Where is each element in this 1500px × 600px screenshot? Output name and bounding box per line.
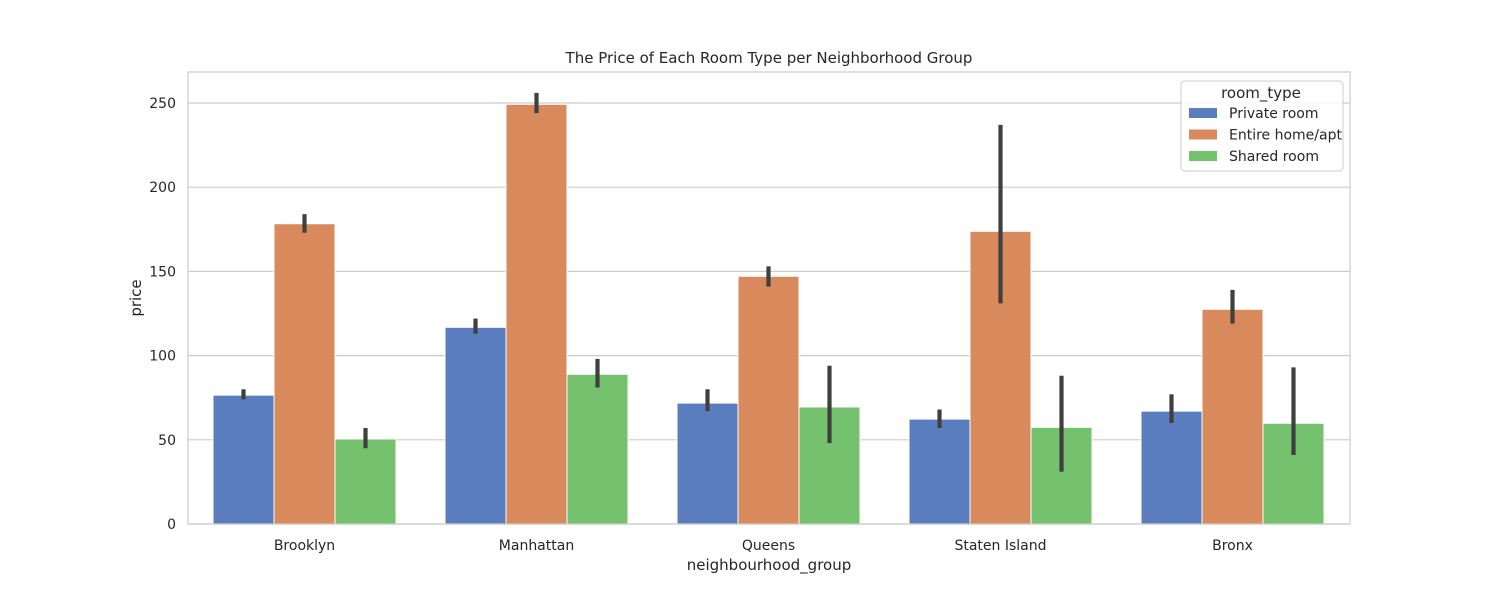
y-tick-label: 250 — [149, 96, 176, 112]
bar-0-4 — [1140, 410, 1203, 525]
bar-1-0 — [273, 223, 336, 525]
y-tick-label: 200 — [149, 180, 176, 196]
y-tick-label: 150 — [149, 264, 176, 280]
x-tick-label: Staten Island — [954, 538, 1046, 554]
bar-0-1 — [444, 326, 507, 525]
x-tick-label: Queens — [742, 538, 795, 554]
y-axis-label: price — [127, 279, 145, 316]
bar-0-2 — [676, 402, 739, 525]
x-axis-label: neighbourhood_group — [687, 556, 852, 575]
legend-items: Private room Entire home/apt Shared room — [1189, 106, 1342, 165]
x-tick-labels: Brooklyn Manhattan Queens Staten Island Bron… — [274, 538, 1253, 554]
bars — [212, 103, 1325, 525]
bar-0-3 — [908, 418, 971, 525]
plot-frame — [187, 71, 1351, 525]
bar-1-2 — [737, 275, 800, 525]
legend-box — [1180, 80, 1344, 172]
legend: room_type Private room Entire home/apt Sha… — [1180, 80, 1344, 172]
y-tick-label: 0 — [167, 517, 176, 533]
legend-swatch-2 — [1189, 151, 1217, 161]
legend-title: room_type — [1221, 84, 1301, 103]
chart-title: The Price of Each Room Type per Neighbor… — [565, 49, 973, 67]
legend-swatch-1 — [1189, 129, 1217, 140]
bar-1-4 — [1201, 308, 1264, 525]
error-bars — [241, 92, 1296, 472]
bar-0-0 — [212, 394, 275, 525]
bar-2-0 — [334, 438, 397, 525]
legend-label-2: Shared room — [1229, 149, 1319, 165]
x-tick-label: Brooklyn — [274, 538, 335, 554]
legend-label-0: Private room — [1229, 106, 1318, 122]
legend-swatch-0 — [1189, 108, 1217, 118]
x-tick-label: Manhattan — [499, 538, 574, 554]
y-tick-labels: 0 50 100 150 200 250 — [149, 96, 176, 533]
bar-2-1 — [566, 373, 629, 525]
y-tick-label: 50 — [158, 433, 176, 449]
bar-1-1 — [505, 103, 568, 525]
legend-label-1: Entire home/apt — [1229, 128, 1342, 144]
y-tick-label: 100 — [149, 349, 176, 365]
x-tick-label: Bronx — [1212, 538, 1253, 554]
